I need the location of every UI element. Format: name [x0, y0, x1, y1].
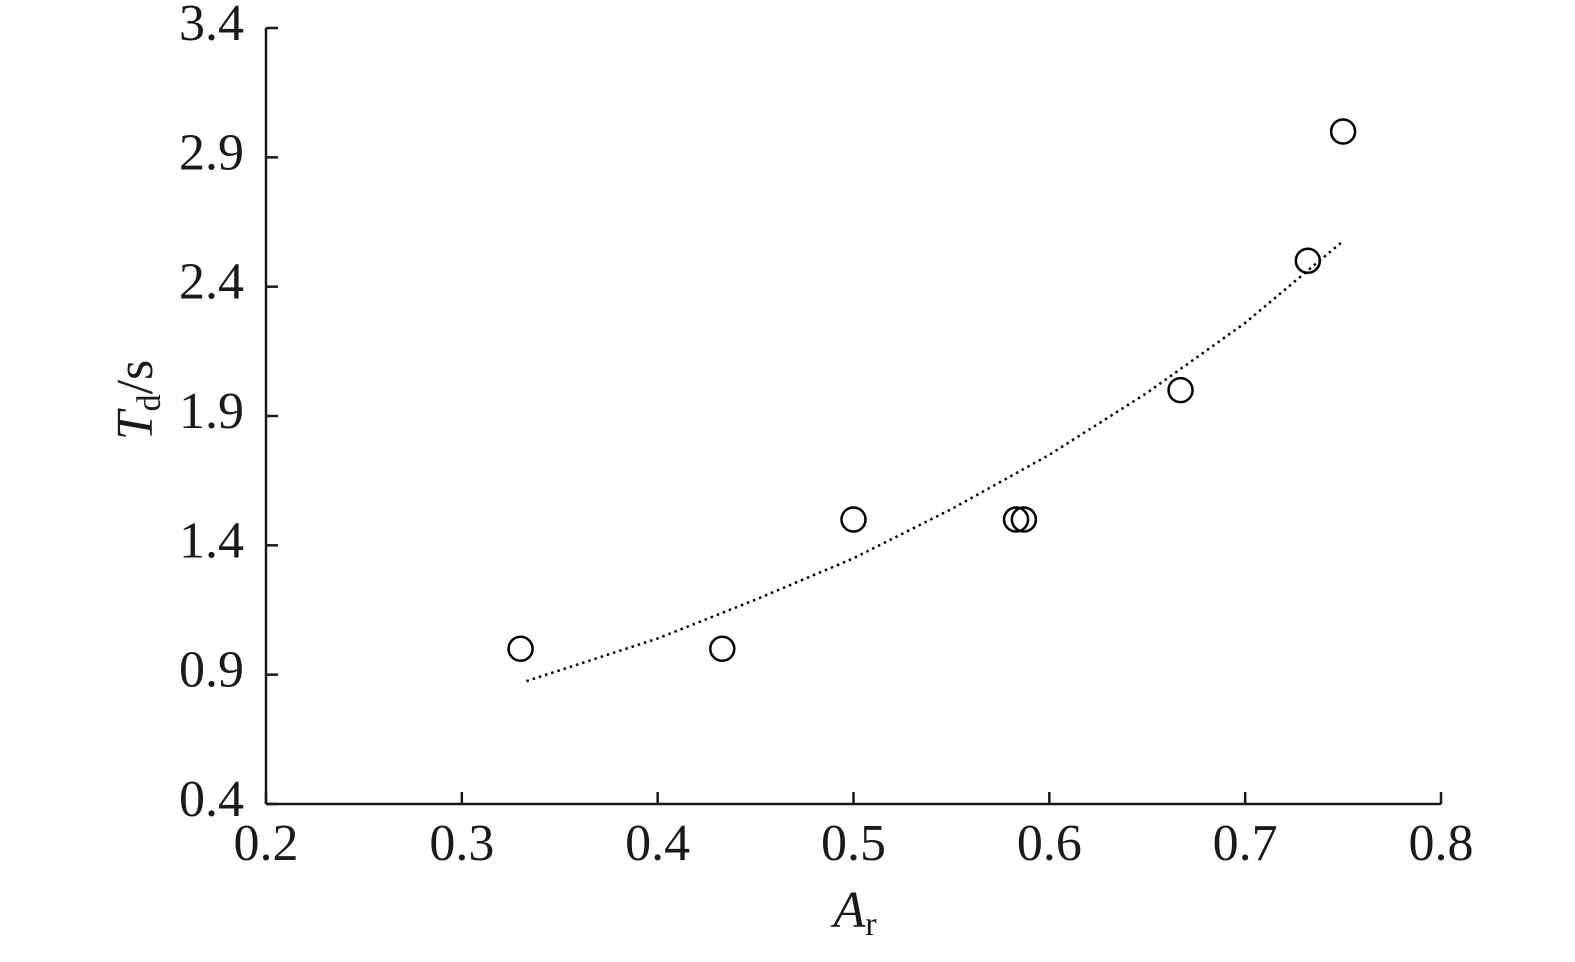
point — [1002, 506, 1030, 533]
y-tick-label: 1.4 — [179, 512, 244, 569]
y-label-sub: d — [131, 394, 168, 411]
x-tick-label: 0.3 — [429, 815, 494, 872]
x-tick-label: 0.7 — [1213, 815, 1278, 872]
y-tick-label: 0.4 — [179, 771, 244, 828]
x-tick-label: 0.6 — [1017, 815, 1082, 872]
point — [1010, 506, 1038, 533]
y-label-unit: /s — [107, 360, 164, 395]
trend-line — [526, 241, 1342, 683]
point — [1167, 376, 1194, 404]
y-tick-label: 1.9 — [179, 383, 244, 440]
x-tick-label: 0.8 — [1409, 815, 1474, 872]
x-axis-label: Ar — [830, 882, 877, 943]
point — [1329, 118, 1357, 145]
y-tick-label: 0.9 — [179, 642, 244, 699]
x-label-sub: r — [865, 906, 877, 943]
y-label-main: T — [107, 408, 164, 440]
point — [1294, 247, 1322, 275]
x-tick-label: 0.2 — [234, 815, 299, 872]
point — [507, 635, 534, 663]
y-tick-label: 2.4 — [179, 254, 244, 311]
x-tick-label: 0.4 — [625, 815, 690, 872]
y-axis-label: Td/s — [107, 360, 168, 441]
point — [840, 506, 867, 533]
y-tick-label: 2.9 — [179, 124, 244, 181]
y-tick-label: 3.4 — [179, 0, 244, 52]
x-label-main: A — [830, 882, 865, 939]
point — [709, 635, 736, 663]
x-tick-label: 0.5 — [821, 815, 886, 872]
